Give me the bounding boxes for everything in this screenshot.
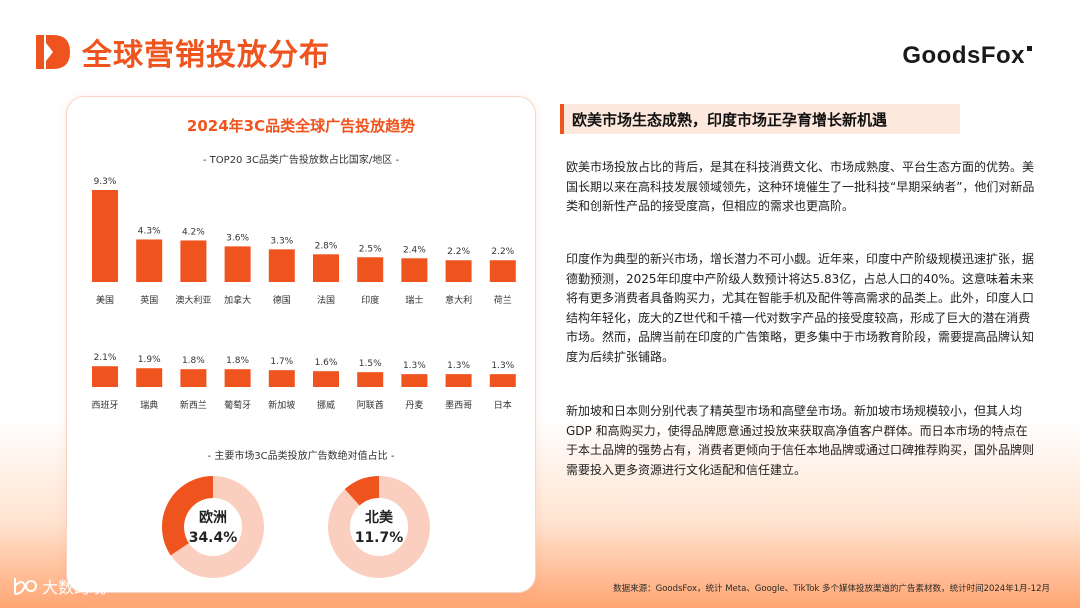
bar-category-label: 法国 bbox=[317, 294, 335, 306]
bar-value-label: 2.8% bbox=[315, 241, 338, 251]
bar-value-label: 2.2% bbox=[491, 247, 514, 257]
bar bbox=[268, 370, 295, 387]
paragraph-india: 印度作为典型的新兴市场，增长潜力不可小觑。近年来，印度中产阶级规模迅速扩张，据德… bbox=[566, 252, 1035, 364]
bar-category-label: 瑞典 bbox=[140, 399, 158, 411]
bar-category-label: 美国 bbox=[96, 294, 114, 306]
page-header: 全球营销投放分布 bbox=[36, 32, 330, 73]
bar-value-label: 2.1% bbox=[94, 353, 117, 363]
bar-value-label: 3.3% bbox=[270, 236, 293, 246]
bar bbox=[357, 372, 384, 387]
bar-category-label: 阿联酋 bbox=[357, 399, 384, 411]
bar-category-label: 加拿大 bbox=[224, 294, 251, 306]
watermark: 大数跨境 bbox=[12, 574, 106, 598]
brand-wordmark: GoodsFox bbox=[902, 42, 1032, 70]
donut-label: 欧洲 bbox=[199, 509, 227, 526]
bar bbox=[489, 260, 516, 282]
bar-category-label: 丹麦 bbox=[405, 399, 423, 411]
bar bbox=[401, 374, 428, 387]
bar-category-label: 西班牙 bbox=[91, 399, 118, 411]
heading-accent-bar bbox=[560, 104, 564, 134]
donut-label: 北美 bbox=[365, 509, 394, 526]
bar bbox=[224, 246, 251, 282]
bar bbox=[180, 240, 207, 282]
bar bbox=[445, 260, 472, 282]
bar-value-label: 1.7% bbox=[270, 357, 293, 367]
donut-value-label: 11.7% bbox=[355, 530, 404, 546]
bar-category-label: 日本 bbox=[494, 399, 512, 411]
bar-value-label: 3.6% bbox=[226, 233, 249, 243]
bar-value-label: 2.4% bbox=[403, 245, 426, 255]
bar-category-label: 新西兰 bbox=[180, 399, 207, 411]
chart-title: 2024年3C品类全球广告投放趋势 bbox=[186, 117, 416, 135]
bar-category-label: 意大利 bbox=[445, 294, 472, 306]
bar bbox=[445, 374, 472, 387]
bar bbox=[136, 239, 163, 282]
bar-value-label: 2.5% bbox=[359, 244, 382, 254]
bar bbox=[92, 190, 118, 282]
donut-slice bbox=[162, 476, 214, 556]
bar-value-label: 1.8% bbox=[182, 356, 205, 366]
bar-value-label: 4.3% bbox=[138, 226, 161, 236]
bar-chart: 9.3% 美国 4.3% 英国 4.2% 澳大利亚 3.6% 加拿大 3.3% 德国 2.8% 法国 2… bbox=[91, 177, 516, 411]
section-heading-text: 欧美市场生态成熟，印度市场正孕育增长新机遇 bbox=[572, 110, 888, 129]
bar-category-label: 新加坡 bbox=[268, 399, 295, 411]
brand-name: GoodsFox bbox=[902, 42, 1025, 69]
bar bbox=[313, 254, 339, 282]
brand-dot-icon bbox=[1027, 46, 1032, 51]
bar-category-label: 葡萄牙 bbox=[224, 399, 251, 411]
bar bbox=[136, 368, 163, 387]
bar-category-label: 澳大利亚 bbox=[175, 294, 211, 306]
bar-value-label: 4.2% bbox=[182, 227, 205, 237]
bar-category-label: 荷兰 bbox=[494, 294, 512, 306]
bar bbox=[224, 369, 251, 387]
bar-value-label: 1.3% bbox=[491, 361, 514, 371]
bar bbox=[401, 258, 428, 282]
bar-category-label: 印度 bbox=[361, 294, 379, 306]
bar-value-label: 1.3% bbox=[403, 361, 426, 371]
donut-charts: 欧洲 34.4% 北美 11.7% bbox=[162, 476, 430, 578]
bar-category-label: 墨西哥 bbox=[445, 400, 472, 411]
chart-card: 2024年3C品类全球广告投放趋势 - TOP20 3C品类广告投放数占比国家/… bbox=[66, 96, 536, 593]
donut-track bbox=[328, 476, 430, 578]
paragraph-singapore-japan: 新加坡和日本则分别代表了精英型市场和高壁垒市场。新加坡市场规模较小，但其人均 G… bbox=[566, 404, 1035, 477]
bar-value-label: 2.2% bbox=[447, 247, 470, 257]
brand-logo-icon bbox=[36, 35, 70, 69]
bar-value-label: 1.9% bbox=[138, 355, 161, 365]
data-source-note: 数据来源：GoodsFox，统计 Meta、Google、TikTok 多个媒体… bbox=[613, 584, 1050, 594]
donut-chart-subtitle: - 主要市场3C品类投放广告数绝对值占比 - bbox=[207, 451, 395, 462]
section-heading: 欧美市场生态成熟，印度市场正孕育增长新机遇 bbox=[560, 104, 960, 134]
bar-value-label: 9.3% bbox=[94, 177, 117, 187]
bar bbox=[489, 374, 516, 387]
bar-category-label: 英国 bbox=[140, 294, 158, 306]
donut-value-label: 34.4% bbox=[189, 530, 238, 546]
page-title: 全球营销投放分布 bbox=[82, 38, 330, 73]
bar-value-label: 1.3% bbox=[447, 361, 470, 371]
watermark-logo-icon bbox=[14, 578, 37, 595]
bar-category-label: 挪威 bbox=[317, 399, 335, 411]
bar-value-label: 1.8% bbox=[226, 356, 249, 366]
bar bbox=[180, 369, 207, 387]
donut-slice bbox=[344, 476, 380, 506]
bar-category-label: 瑞士 bbox=[405, 294, 423, 306]
bar-value-label: 1.5% bbox=[359, 359, 382, 369]
bar-category-label: 德国 bbox=[273, 294, 291, 306]
watermark-text: 大数跨境 bbox=[42, 578, 107, 597]
bar-chart-subtitle: - TOP20 3C品类广告投放数占比国家/地区 - bbox=[202, 155, 400, 166]
paragraph-europe-us: 欧美市场投放占比的背后，是其在科技消费文化、市场成熟度、平台生态方面的优势。美国… bbox=[566, 160, 1035, 213]
bar bbox=[92, 366, 118, 387]
bar bbox=[357, 257, 384, 282]
bar-value-label: 1.6% bbox=[315, 358, 338, 368]
bar bbox=[313, 371, 339, 387]
bar bbox=[268, 249, 295, 282]
